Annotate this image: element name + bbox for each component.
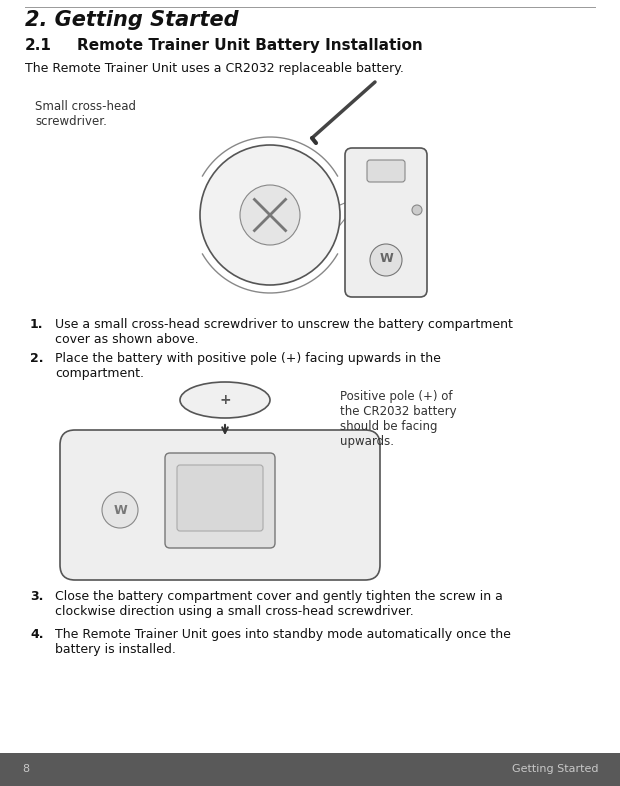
Text: 8: 8	[22, 764, 29, 774]
Text: 2. Getting Started: 2. Getting Started	[25, 10, 239, 30]
Text: Positive pole (+) of
the CR2032 battery
should be facing
upwards.: Positive pole (+) of the CR2032 battery …	[340, 390, 456, 448]
Text: Small cross-head
screwdriver.: Small cross-head screwdriver.	[35, 100, 136, 128]
FancyBboxPatch shape	[367, 160, 405, 182]
Text: 3.: 3.	[30, 590, 43, 603]
Text: 1.: 1.	[30, 318, 43, 331]
Text: 2.1: 2.1	[25, 38, 52, 53]
Ellipse shape	[180, 382, 270, 418]
Text: W: W	[379, 252, 393, 265]
FancyBboxPatch shape	[345, 148, 427, 297]
Text: The Remote Trainer Unit goes into standby mode automatically once the
battery is: The Remote Trainer Unit goes into standb…	[55, 628, 511, 656]
Text: Getting Started: Getting Started	[512, 764, 598, 774]
Bar	[0, 753, 620, 786]
FancyBboxPatch shape	[60, 430, 380, 580]
FancyBboxPatch shape	[177, 465, 263, 531]
Text: 4.: 4.	[30, 628, 43, 641]
Circle shape	[370, 244, 402, 276]
Text: Place the battery with positive pole (+) facing upwards in the
compartment.: Place the battery with positive pole (+)…	[55, 352, 441, 380]
Text: Remote Trainer Unit Battery Installation: Remote Trainer Unit Battery Installation	[77, 38, 423, 53]
Text: Use a small cross-head screwdriver to unscrew the battery compartment
cover as s: Use a small cross-head screwdriver to un…	[55, 318, 513, 346]
Circle shape	[102, 492, 138, 528]
Text: W: W	[113, 504, 127, 516]
Circle shape	[240, 185, 300, 245]
Text: 2.: 2.	[30, 352, 43, 365]
Circle shape	[412, 205, 422, 215]
FancyBboxPatch shape	[165, 453, 275, 548]
Text: Close the battery compartment cover and gently tighten the screw in a
clockwise : Close the battery compartment cover and …	[55, 590, 503, 618]
Circle shape	[200, 145, 340, 285]
Text: +: +	[219, 393, 231, 407]
Text: The Remote Trainer Unit uses a CR2032 replaceable battery.: The Remote Trainer Unit uses a CR2032 re…	[25, 62, 404, 75]
